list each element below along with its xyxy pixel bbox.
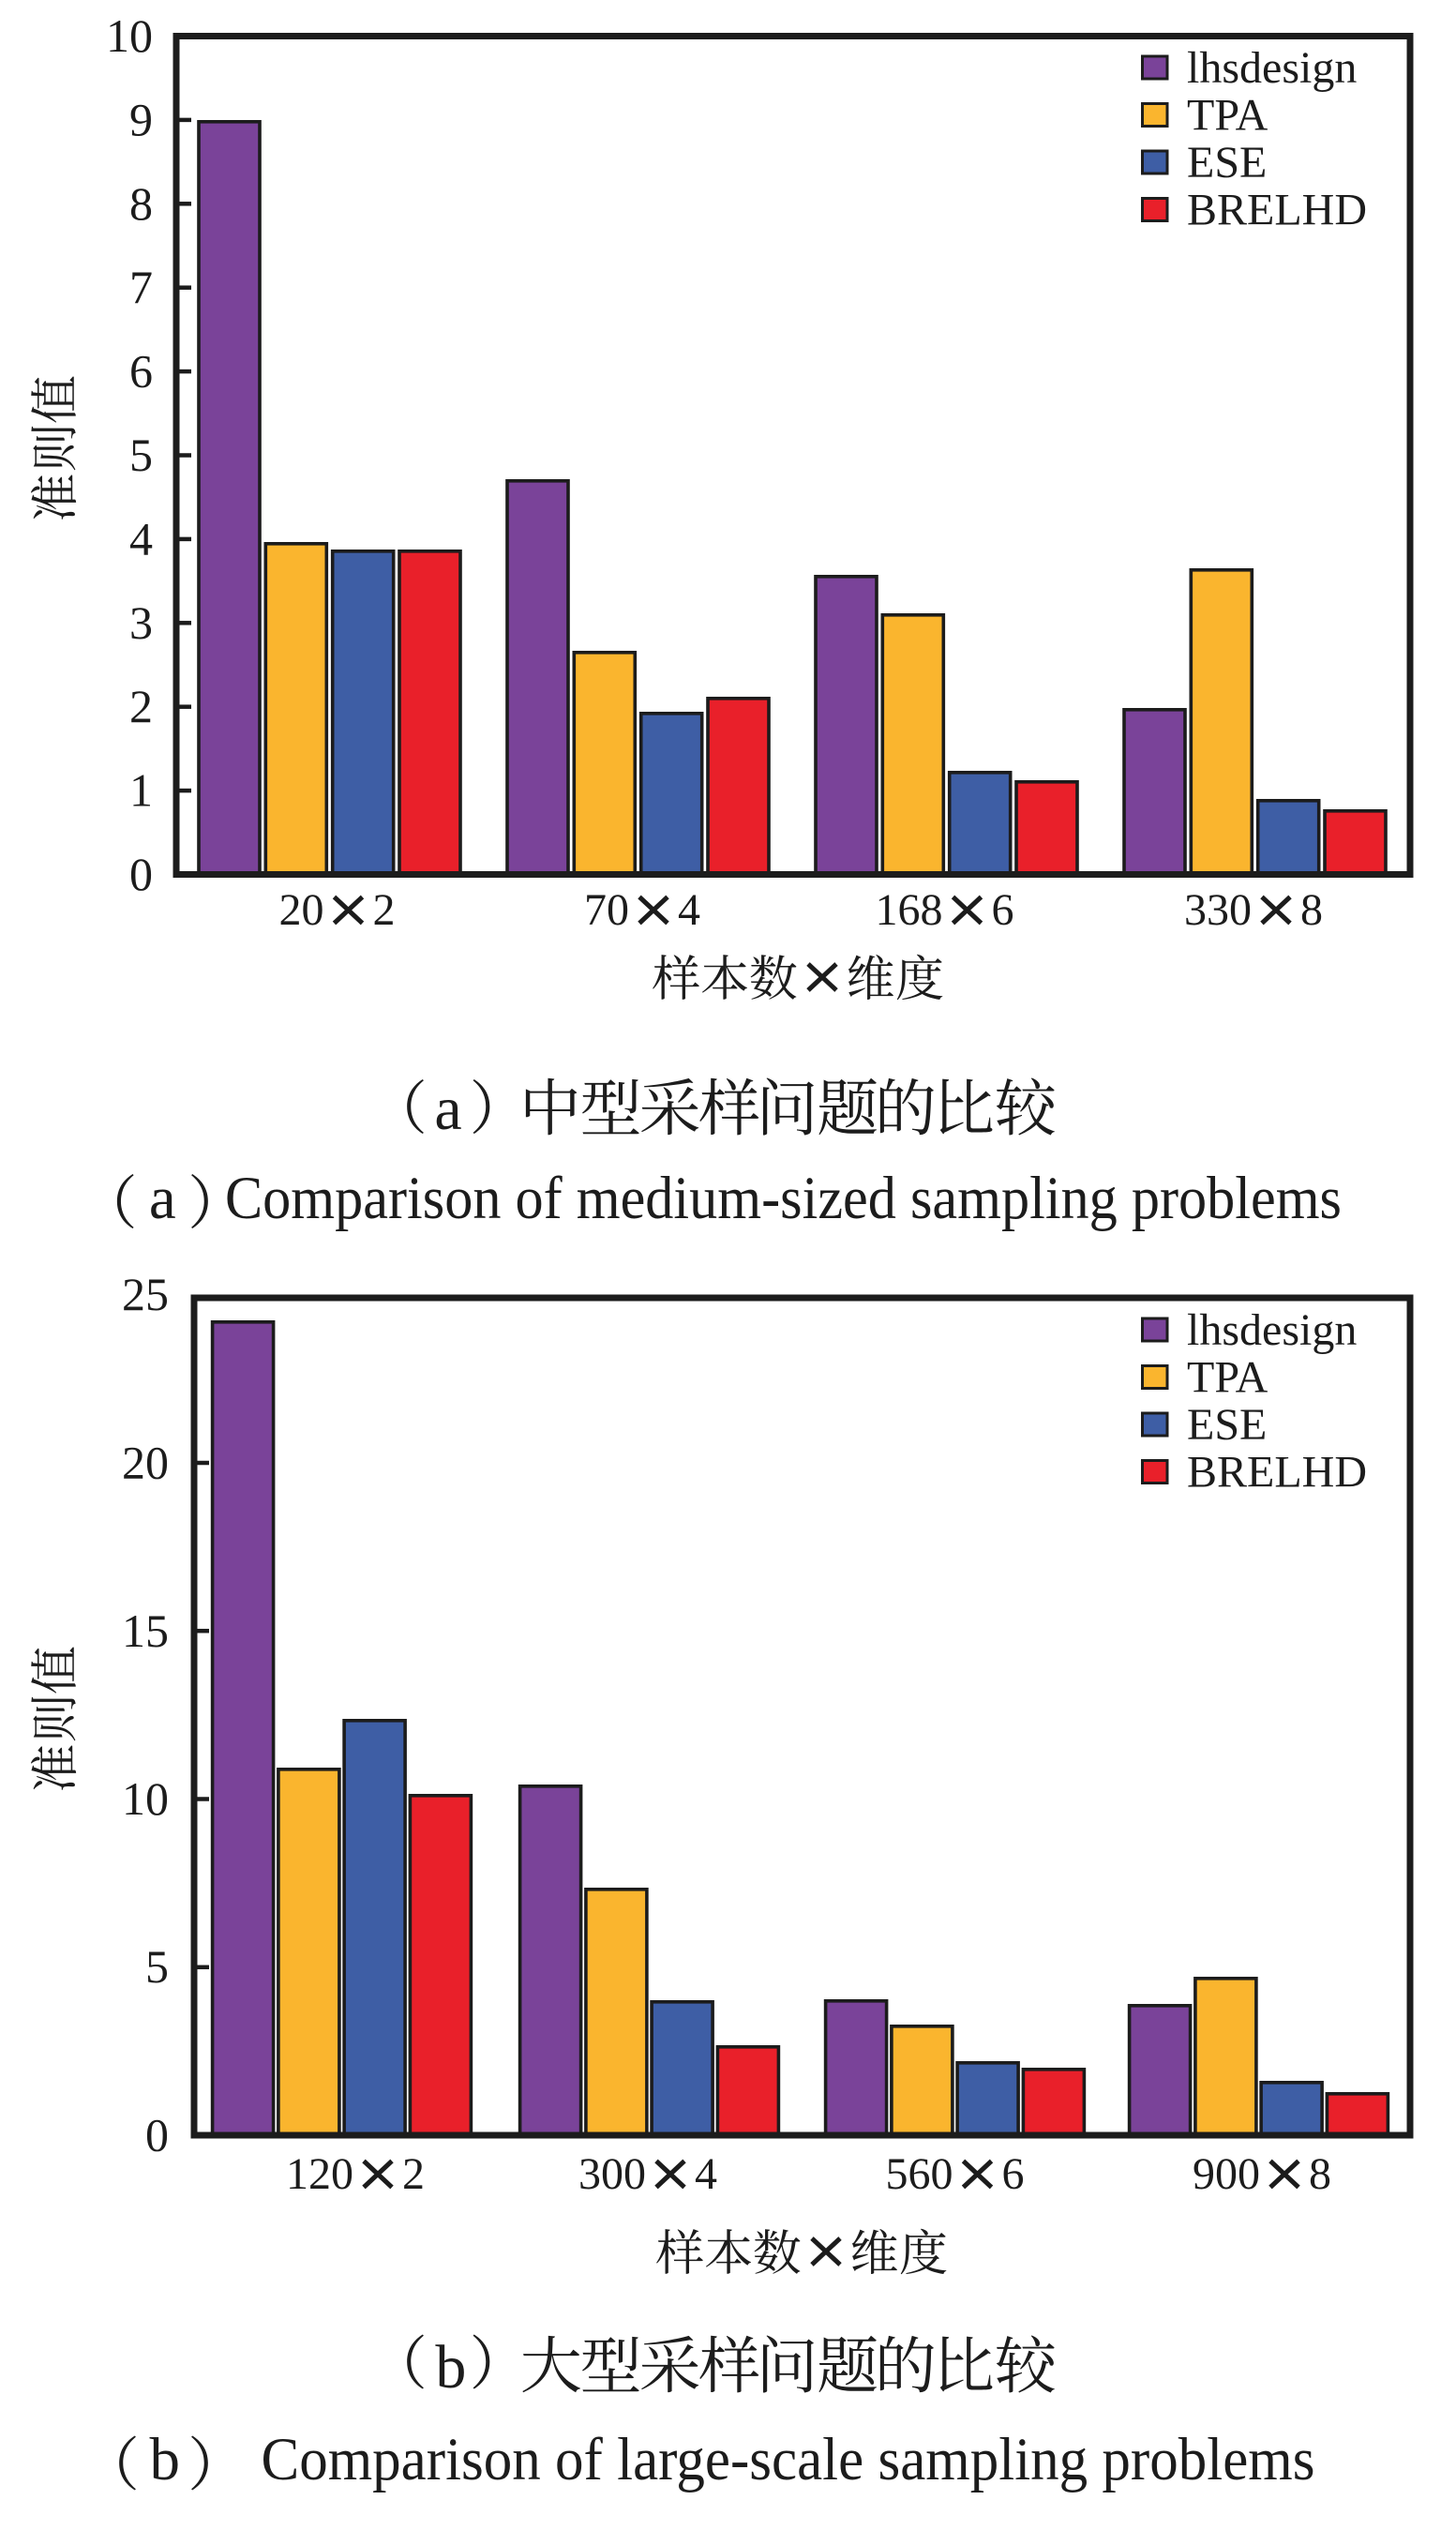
svg-text:0: 0 — [129, 848, 153, 900]
svg-text:b: b — [435, 2333, 466, 2402]
svg-text:15: 15 — [122, 1604, 169, 1657]
svg-text:70: 70 — [584, 885, 629, 935]
svg-text:lhsdesign: lhsdesign — [1187, 1305, 1357, 1355]
svg-text:560: 560 — [886, 2149, 953, 2199]
svg-text:4: 4 — [695, 2149, 717, 2199]
svg-text:BRELHD: BRELHD — [1187, 186, 1367, 235]
svg-text:lhsdesign: lhsdesign — [1187, 43, 1357, 93]
svg-text:20: 20 — [279, 885, 324, 935]
svg-text:ESE: ESE — [1187, 1400, 1267, 1450]
svg-text:25: 25 — [122, 1268, 169, 1320]
svg-text:3: 3 — [129, 596, 153, 649]
svg-text:300: 300 — [578, 2149, 646, 2199]
svg-text:4: 4 — [678, 885, 700, 935]
svg-text:10: 10 — [122, 1772, 169, 1825]
svg-text:Comparison of large-scale samp: Comparison of large-scale sampling probl… — [262, 2426, 1315, 2493]
svg-text:1: 1 — [129, 764, 153, 817]
svg-text:8: 8 — [1309, 2149, 1331, 2199]
svg-text:2: 2 — [402, 2149, 425, 2199]
svg-text:TPA: TPA — [1187, 91, 1268, 141]
svg-text:8: 8 — [129, 177, 153, 230]
svg-text:2: 2 — [373, 885, 396, 935]
svg-text:6: 6 — [1002, 2149, 1025, 2199]
svg-text:5: 5 — [145, 1940, 169, 1993]
svg-text:TPA: TPA — [1187, 1353, 1268, 1403]
svg-text:900: 900 — [1193, 2149, 1260, 2199]
svg-text:8: 8 — [1300, 885, 1323, 935]
svg-text:7: 7 — [129, 261, 153, 313]
svg-text:10: 10 — [106, 9, 153, 62]
svg-text:330: 330 — [1184, 885, 1252, 935]
svg-text:ESE: ESE — [1187, 138, 1267, 188]
svg-text:4: 4 — [129, 512, 153, 565]
svg-text:9: 9 — [129, 93, 153, 145]
svg-text:6: 6 — [129, 345, 153, 398]
svg-text:2: 2 — [129, 680, 153, 732]
svg-text:5: 5 — [129, 429, 153, 481]
svg-text:BRELHD: BRELHD — [1187, 1448, 1367, 1498]
svg-text:168: 168 — [876, 885, 943, 935]
svg-text:20: 20 — [122, 1437, 169, 1489]
svg-text:0: 0 — [145, 2109, 169, 2161]
svg-text:b: b — [149, 2426, 180, 2493]
svg-text:a: a — [149, 1165, 176, 1232]
svg-text:a: a — [434, 1075, 461, 1143]
svg-text:Comparison of medium-sized sam: Comparison of medium-sized sampling prob… — [225, 1165, 1342, 1232]
svg-text:120: 120 — [286, 2149, 353, 2199]
svg-text:6: 6 — [992, 885, 1014, 935]
